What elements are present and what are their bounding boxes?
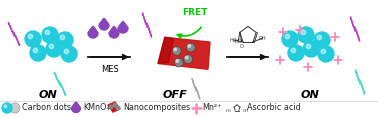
Circle shape <box>4 105 7 108</box>
Circle shape <box>109 105 113 109</box>
Circle shape <box>174 58 183 67</box>
Polygon shape <box>118 22 128 33</box>
Polygon shape <box>158 37 174 64</box>
Circle shape <box>291 48 296 53</box>
Circle shape <box>42 27 58 43</box>
Polygon shape <box>350 17 360 41</box>
Circle shape <box>184 55 193 64</box>
Circle shape <box>49 44 54 49</box>
Circle shape <box>321 49 326 54</box>
Circle shape <box>25 31 41 47</box>
Circle shape <box>318 46 334 62</box>
Circle shape <box>28 34 33 39</box>
Polygon shape <box>8 22 20 46</box>
Circle shape <box>2 103 12 113</box>
Polygon shape <box>71 102 81 113</box>
Circle shape <box>116 106 120 110</box>
Circle shape <box>314 32 330 48</box>
Circle shape <box>61 46 77 62</box>
Circle shape <box>10 103 20 113</box>
Text: OH: OH <box>259 36 266 41</box>
Text: OFF: OFF <box>163 90 187 100</box>
Polygon shape <box>143 13 152 37</box>
Circle shape <box>60 35 65 40</box>
Text: OH: OH <box>243 108 249 113</box>
Circle shape <box>282 31 298 47</box>
Circle shape <box>45 30 50 35</box>
Polygon shape <box>108 102 120 112</box>
Text: Nanocomposites: Nanocomposites <box>123 104 190 113</box>
Circle shape <box>298 27 314 43</box>
Circle shape <box>172 46 181 55</box>
Circle shape <box>303 41 319 57</box>
Text: Ascorbic acid: Ascorbic acid <box>247 104 301 113</box>
Text: O: O <box>240 44 244 49</box>
Circle shape <box>288 45 304 61</box>
Polygon shape <box>355 70 365 94</box>
Text: FRET: FRET <box>182 8 208 17</box>
Circle shape <box>176 60 179 62</box>
Circle shape <box>113 103 117 107</box>
Text: ON: ON <box>39 90 57 100</box>
Circle shape <box>33 48 38 53</box>
Circle shape <box>64 49 69 54</box>
Text: KMnO₄: KMnO₄ <box>83 104 110 113</box>
Circle shape <box>185 56 188 59</box>
Circle shape <box>301 30 306 35</box>
Circle shape <box>285 34 290 39</box>
Circle shape <box>174 48 177 51</box>
Circle shape <box>30 45 46 61</box>
Text: HO: HO <box>234 39 242 44</box>
Text: HO: HO <box>225 108 231 113</box>
Polygon shape <box>109 27 119 38</box>
Circle shape <box>57 32 73 48</box>
Circle shape <box>188 45 191 47</box>
Text: ON: ON <box>301 90 319 100</box>
Circle shape <box>46 41 62 57</box>
Text: Mn²⁺: Mn²⁺ <box>202 104 222 113</box>
Polygon shape <box>192 79 200 99</box>
Text: Carbon dots: Carbon dots <box>22 104 71 113</box>
Polygon shape <box>54 72 66 96</box>
Text: MES: MES <box>101 65 119 74</box>
Circle shape <box>306 44 311 49</box>
Polygon shape <box>99 18 109 30</box>
Circle shape <box>317 35 322 40</box>
Polygon shape <box>88 27 98 38</box>
Polygon shape <box>158 37 210 69</box>
Circle shape <box>186 43 195 52</box>
Text: HO: HO <box>230 38 237 42</box>
